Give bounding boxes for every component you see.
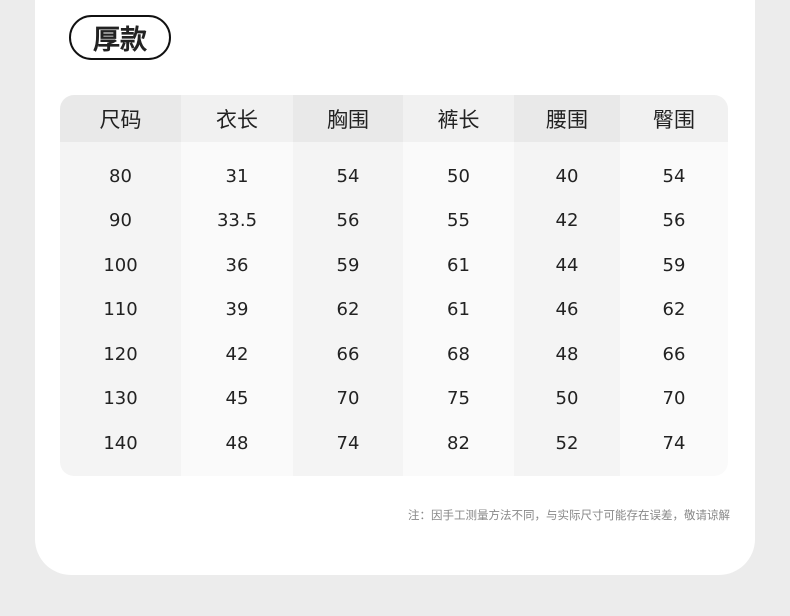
table-cell: 61 [447, 299, 470, 321]
table-cell: 36 [225, 254, 249, 276]
column-header: 胸围 [293, 95, 403, 142]
table-column: 尺码 80 90 100 110 120 130 140 [60, 95, 181, 476]
table-cell: 56 [662, 210, 686, 232]
table-cell: 61 [447, 254, 470, 276]
column-header: 尺码 [60, 95, 181, 142]
table-cell: 100 [103, 254, 138, 276]
table-cell: 74 [662, 432, 686, 454]
table-cell: 120 [103, 343, 138, 365]
table-column: 裤长 50 55 61 61 68 75 82 [403, 95, 514, 476]
table-cell: 70 [662, 388, 686, 410]
table-cell: 75 [447, 388, 470, 410]
table-cell: 42 [555, 210, 579, 232]
table-column: 腰围 40 42 44 46 48 50 52 [514, 95, 620, 476]
table-cell: 40 [555, 165, 579, 187]
style-tag: 厚款 [69, 15, 171, 60]
table-cell: 110 [103, 299, 138, 321]
table-column: 臀围 54 56 59 62 66 70 74 [620, 95, 728, 476]
table-column: 胸围 54 56 59 62 66 70 74 [293, 95, 403, 476]
table-cell: 44 [555, 254, 579, 276]
table-cell: 56 [336, 210, 360, 232]
table-cell: 45 [225, 388, 249, 410]
table-cell: 54 [336, 165, 360, 187]
table-cell: 66 [336, 343, 360, 365]
column-header: 衣长 [181, 95, 293, 142]
table-cell: 130 [103, 388, 138, 410]
table-cell: 62 [336, 299, 360, 321]
table-cell: 140 [103, 432, 138, 454]
table-cell: 31 [225, 165, 249, 187]
table-cell: 50 [447, 165, 470, 187]
measurement-note: 注：因手工测量方法不同，与实际尺寸可能存在误差，敬请谅解 [408, 508, 730, 522]
table-cell: 80 [109, 165, 132, 187]
column-header: 腰围 [514, 95, 620, 142]
table-cell: 54 [662, 165, 686, 187]
table-cell: 82 [447, 432, 470, 454]
table-cell: 66 [662, 343, 686, 365]
table-cell: 90 [109, 210, 132, 232]
table-column: 衣长 31 33.5 36 39 42 45 48 [181, 95, 293, 476]
table-cell: 68 [447, 343, 470, 365]
size-table: 尺码 80 90 100 110 120 130 140 衣长 31 33.5 36 39 42 45 48 胸… [60, 95, 728, 476]
table-cell: 46 [555, 299, 579, 321]
table-cell: 62 [662, 299, 686, 321]
table-cell: 70 [336, 388, 360, 410]
table-cell: 55 [447, 210, 470, 232]
table-cell: 59 [662, 254, 686, 276]
table-cell: 33.5 [216, 210, 258, 232]
column-header: 臀围 [620, 95, 728, 142]
column-header: 裤长 [403, 95, 514, 142]
table-cell: 50 [555, 388, 579, 410]
table-cell: 48 [555, 343, 579, 365]
table-cell: 74 [336, 432, 360, 454]
table-cell: 59 [336, 254, 360, 276]
table-cell: 52 [555, 432, 579, 454]
table-cell: 39 [225, 299, 249, 321]
table-cell: 48 [225, 432, 249, 454]
table-cell: 42 [225, 343, 249, 365]
